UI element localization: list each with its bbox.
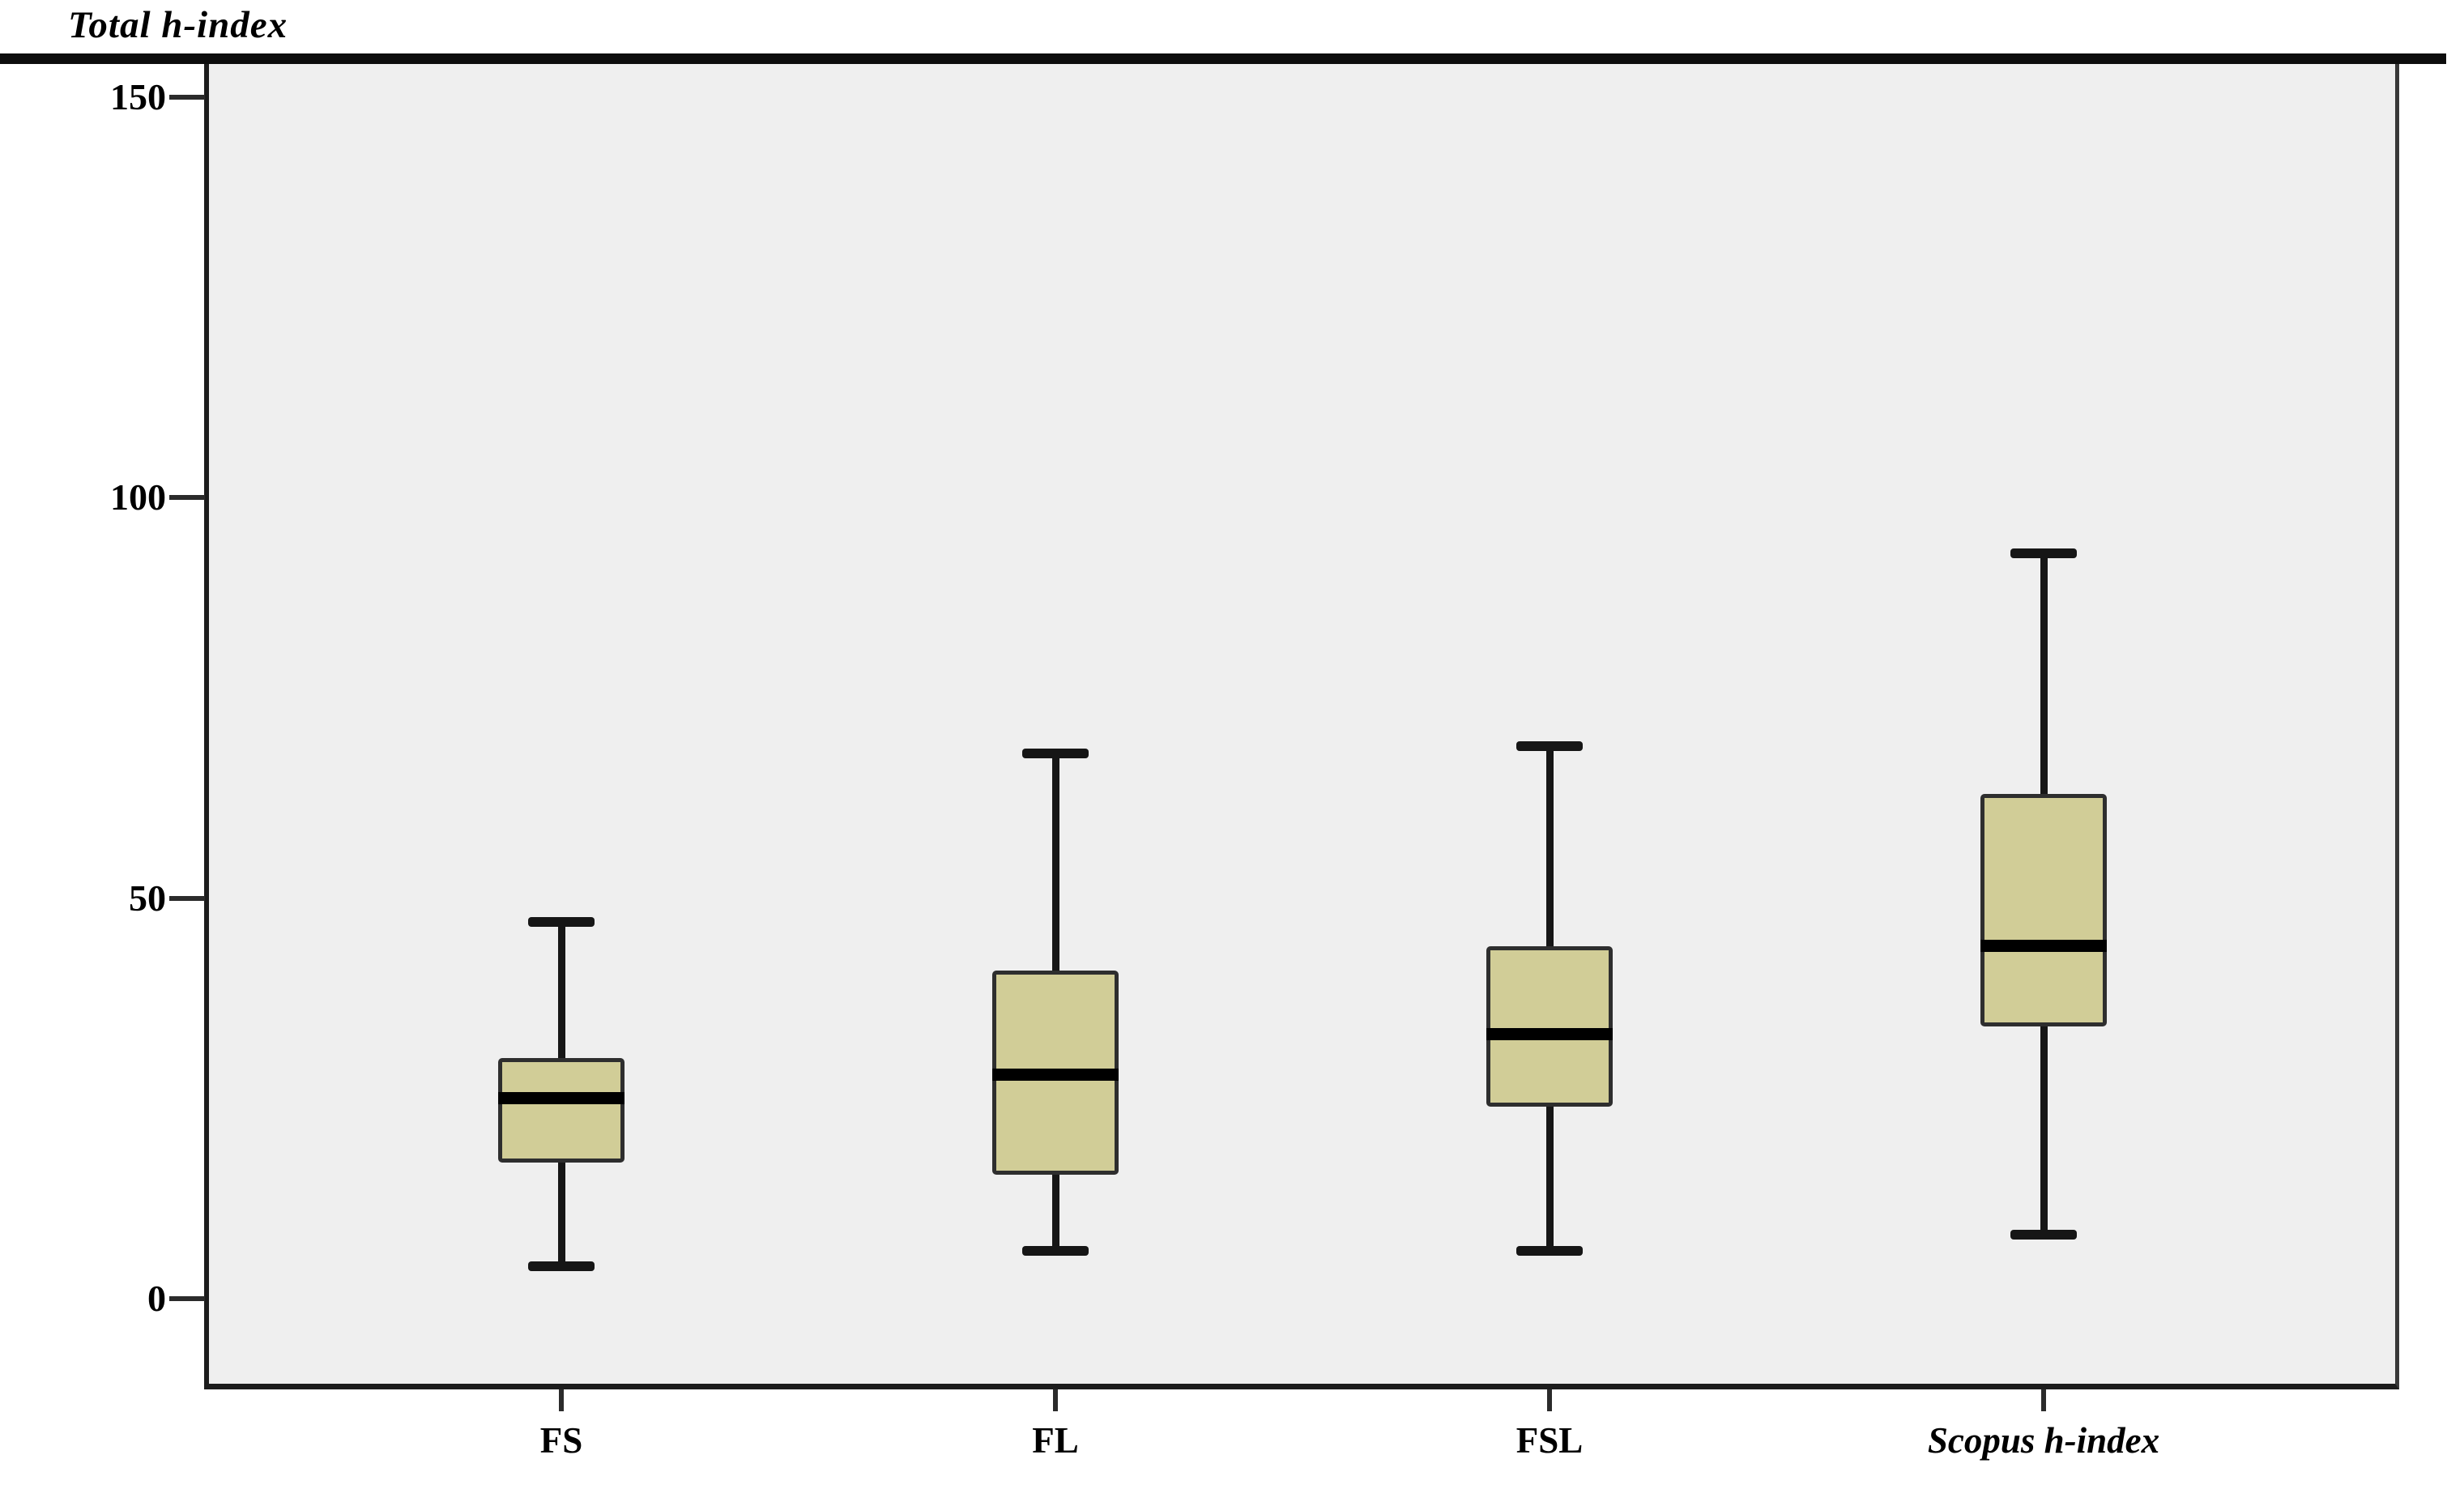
y-tick-label: 0 bbox=[147, 1278, 166, 1319]
whisker-cap-max bbox=[2010, 548, 2077, 559]
whisker-cap-min bbox=[1022, 1245, 1089, 1256]
x-tick-label: FSL bbox=[1515, 1420, 1584, 1461]
whisker-cap-max bbox=[528, 917, 595, 928]
y-tick-mark bbox=[169, 1296, 205, 1301]
whisker-cap-min bbox=[528, 1261, 595, 1272]
x-tick-label: Scopus h-index bbox=[1927, 1420, 2160, 1461]
x-tick-mark bbox=[559, 1389, 564, 1411]
x-tick-mark bbox=[1053, 1389, 1058, 1411]
box-iqr bbox=[498, 1058, 625, 1163]
whisker-cap-max bbox=[1516, 740, 1583, 751]
top-border-line bbox=[0, 53, 2446, 64]
median-line bbox=[1980, 940, 2107, 953]
plot-area bbox=[204, 64, 2399, 1389]
chart-title: Total h-index bbox=[68, 4, 288, 46]
y-tick-label: 150 bbox=[110, 75, 166, 117]
median-line bbox=[498, 1092, 625, 1105]
y-tick-mark bbox=[169, 495, 205, 500]
x-tick-mark bbox=[1547, 1389, 1552, 1411]
box-iqr bbox=[1980, 793, 2107, 1026]
whisker-cap-min bbox=[2010, 1229, 2077, 1240]
y-tick-mark bbox=[169, 895, 205, 901]
x-tick-label: FS bbox=[539, 1420, 583, 1461]
y-tick-label: 100 bbox=[110, 476, 166, 518]
y-tick-label: 50 bbox=[129, 877, 166, 919]
x-tick-mark bbox=[2041, 1389, 2046, 1411]
y-tick-mark bbox=[169, 94, 205, 100]
box-iqr bbox=[1486, 945, 1613, 1107]
x-tick-label: FL bbox=[1032, 1420, 1079, 1461]
median-line bbox=[992, 1068, 1119, 1081]
whisker-cap-max bbox=[1022, 749, 1089, 759]
whisker-cap-min bbox=[1516, 1245, 1583, 1256]
median-line bbox=[1486, 1028, 1613, 1041]
